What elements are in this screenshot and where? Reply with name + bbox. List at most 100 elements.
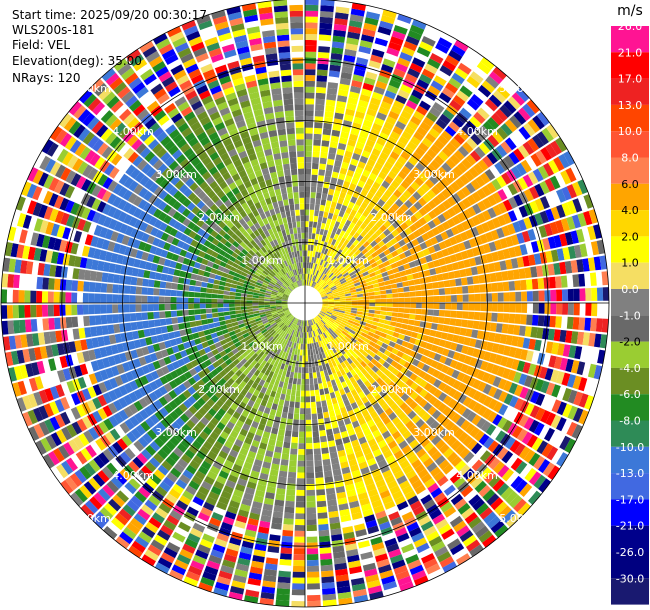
ray-gate: [273, 316, 280, 321]
ray-gate: [106, 304, 113, 314]
ray-gate: [445, 295, 452, 302]
ray-gate: [502, 509, 516, 524]
ray-gate: [334, 480, 344, 488]
ray-gate: [515, 88, 530, 102]
ray-gate: [293, 542, 305, 549]
ray-gate: [159, 318, 167, 326]
ray-gate: [315, 233, 320, 240]
ray-gate: [559, 233, 568, 247]
ray-gate: [388, 274, 396, 280]
ray-gate: [182, 198, 192, 208]
ray-gate: [328, 301, 335, 303]
ray-gate: [388, 79, 401, 89]
ray-gate: [263, 455, 273, 464]
ray-gate: [157, 201, 168, 211]
ray-gate: [522, 103, 536, 118]
ray-gate: [378, 106, 390, 116]
ray-gate: [312, 348, 316, 355]
ray-gate: [159, 311, 166, 319]
ray-gate: [469, 544, 484, 557]
ray-gate: [539, 180, 550, 195]
ray-gate: [223, 459, 234, 469]
ray-gate: [200, 314, 207, 320]
ray-gate: [359, 237, 367, 245]
ray-gate: [365, 433, 374, 442]
ray-gate: [337, 89, 349, 97]
ray-gate: [229, 287, 237, 292]
ray-gate: [363, 196, 372, 205]
ray-gate: [169, 338, 178, 347]
ray-gate: [566, 216, 576, 230]
ray-gate: [168, 400, 178, 410]
ray-gate: [276, 295, 283, 299]
ray-gate: [408, 94, 421, 105]
ray-gate: [27, 409, 38, 425]
ray-gate: [106, 480, 119, 494]
ray-gate: [380, 294, 387, 299]
ray-gate: [340, 368, 346, 376]
ray-gate: [65, 317, 73, 329]
ray-gate: [270, 330, 277, 337]
ray-gate: [131, 540, 146, 554]
ray-gate: [48, 278, 55, 290]
ray-gate: [331, 171, 339, 179]
ray-gate: [403, 236, 411, 244]
ray-gate: [477, 200, 487, 212]
ray-gate: [509, 115, 522, 129]
ray-gate: [459, 530, 474, 543]
ray-gate: [261, 317, 268, 322]
ray-gate: [211, 308, 218, 313]
ray-gate: [205, 308, 212, 314]
ray-gate: [332, 545, 345, 553]
ray-gate: [75, 204, 86, 218]
ray-gate: [549, 315, 556, 328]
ray-gate: [526, 291, 533, 302]
ray-gate: [405, 378, 414, 387]
ray-gate: [158, 211, 168, 222]
ray-gate: [450, 181, 461, 192]
ray-gate: [344, 274, 351, 280]
ray-gate: [43, 190, 54, 205]
ray-gate: [221, 465, 232, 474]
ray-gate: [331, 534, 343, 542]
ray-gate: [256, 484, 267, 492]
ray-gate: [547, 236, 557, 249]
ray-gate: [391, 393, 401, 403]
ray-gate: [327, 263, 333, 270]
ray-gate: [249, 445, 258, 454]
ray-gate: [429, 268, 437, 276]
ray-gate: [430, 144, 441, 155]
ray-gate: [262, 270, 269, 276]
ray-gate: [412, 344, 420, 353]
ray-gate: [322, 587, 336, 595]
ray-gate: [310, 396, 316, 403]
ray-gate: [333, 551, 346, 559]
ray-gate: [436, 192, 447, 203]
ray-gate: [432, 196, 442, 206]
ray-gate: [234, 568, 248, 578]
ray-gate: [319, 253, 324, 260]
ray-gate: [254, 543, 267, 552]
ray-gate: [247, 311, 254, 316]
ray-gate: [28, 426, 40, 441]
ray-gate: [468, 166, 480, 178]
ray-gate: [317, 314, 323, 320]
ray-gate: [413, 278, 421, 285]
ray-gate: [89, 496, 103, 510]
ray-gate: [360, 466, 370, 475]
ray-gate: [327, 295, 334, 298]
ray-gate: [514, 384, 524, 397]
ray-gate: [35, 440, 47, 455]
ray-gate: [386, 47, 400, 57]
ray-gate: [300, 396, 305, 403]
ray-gate: [441, 130, 453, 142]
ray-gate: [460, 363, 469, 374]
ray-gate: [324, 236, 330, 243]
ray-gate: [80, 339, 88, 351]
ray-gate: [268, 474, 278, 482]
ray-gate: [151, 512, 165, 524]
ray-gate: [593, 224, 602, 239]
ray-gate: [305, 203, 310, 210]
ray-gate: [223, 307, 230, 312]
ray-gate: [351, 216, 359, 225]
